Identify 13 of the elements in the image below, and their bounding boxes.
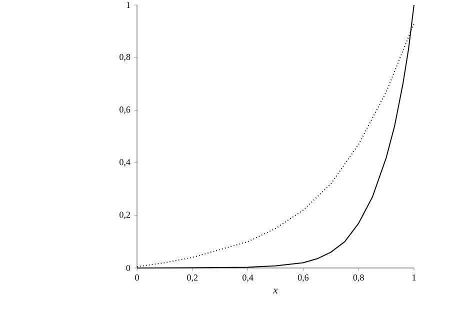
x-tick-label: 0,8 [353,274,364,282]
y-tick-label: 0,8 [120,54,130,62]
y-tick-label: 1 [126,2,130,8]
x-tick-label: 0 [135,274,139,281]
x-tick-label: 0,2 [187,274,198,282]
x-axis-title: x [273,288,278,294]
y-tick-label: 0 [126,264,130,272]
x-tick-label: 0,6 [298,274,309,282]
y-tick-label: 0,2 [120,212,130,220]
y-tick-label: 0,4 [120,159,130,166]
x-tick-label: 1 [412,274,416,280]
y-tick-label: 0,6 [120,106,130,114]
x-tick-label: 0,4 [242,274,254,282]
